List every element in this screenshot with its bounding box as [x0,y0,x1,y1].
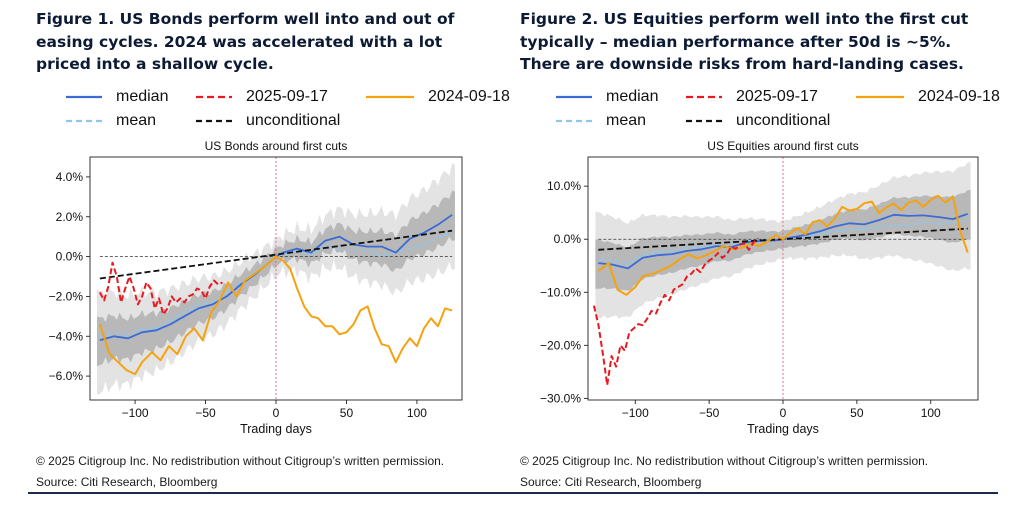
legend-2025: 2025-09-17 [686,88,818,106]
legend-2024: 2024-09-18 [856,88,1000,106]
x-tick-label: 50 [850,406,864,420]
chart-title: US Equities around first cuts [707,139,858,153]
legend-2025: 2025-09-17 [196,88,328,106]
legend-median: median [556,88,658,106]
legend-median-swatch [556,95,592,99]
y-tick-label: 2.0% [56,210,84,224]
x-tick-label: 0 [780,406,787,420]
figure-2-credits: © 2025 Citigroup Inc. No redistribution … [520,451,928,493]
series-unconditional-line [99,229,453,280]
y-tick-label: −10.0% [540,285,581,299]
legend-2025-swatch [196,95,232,99]
y-tick-label: −20.0% [540,338,581,352]
legend-median: median [66,88,168,106]
y-tick-label: 4.0% [56,170,84,184]
legend-2025-label: 2025-09-17 [736,88,818,105]
figure-2-copyright: © 2025 Citigroup Inc. No redistribution … [520,454,929,468]
x-tick-label: −50 [195,406,216,420]
x-axis-label: Trading days [747,422,819,436]
y-tick-label: 0.0% [56,250,84,264]
legend-mean-label: mean [606,112,647,129]
x-tick-label: 100 [921,406,941,420]
legend-2024-label: 2024-09-18 [918,88,1000,105]
figure-1-source: Source: Citi Research, Bloomberg [36,475,218,489]
series-2025-09-17-line [99,261,223,316]
y-tick-label: −6.0% [49,369,84,383]
legend-median-swatch [66,95,102,99]
legend-median-label: median [606,88,659,105]
legend-unconditional-swatch [686,119,722,123]
chart-title: US Bonds around first cuts [205,139,348,153]
legend-2025-label: 2025-09-17 [246,88,328,105]
bottom-rule [28,492,998,494]
figure-1: Figure 1. US Bonds perform well into and… [0,0,510,515]
series-2024-09-18-line [98,255,453,376]
legend-unconditional: unconditional [686,112,830,130]
legend-mean: mean [556,112,646,130]
y-tick-label: 0.0% [554,232,582,246]
y-tick-label: −30.0% [540,391,581,405]
x-axis-label: Trading days [240,422,312,436]
y-tick-label: −2.0% [49,289,84,303]
legend-mean-label: mean [116,112,157,129]
figure-1-copyright: © 2025 Citigroup Inc. No redistribution … [36,454,445,468]
x-tick-label: 100 [407,406,427,420]
x-tick-label: −50 [699,406,720,420]
series-2025-09-17-line [592,237,759,387]
legend-unconditional: unconditional [196,112,340,130]
y-tick-label: 10.0% [547,179,581,193]
legend-2024-label: 2024-09-18 [428,88,510,105]
x-tick-label: 0 [273,406,280,420]
x-tick-label: −100 [622,406,649,420]
legend-2024: 2024-09-18 [366,88,510,106]
legend-mean: mean [66,112,156,130]
legend-2024-swatch [856,95,904,99]
legend-unconditional-label: unconditional [246,112,341,129]
x-tick-label: −100 [122,406,149,420]
inner-range-band [595,189,971,291]
figure-2-legend: median 2025-09-17 2024-09-18 mean uncond… [556,88,1016,136]
y-tick-label: −4.0% [49,329,84,343]
series-2024-09-18-line [597,194,969,296]
figure-1-legend: median 2025-09-17 2024-09-18 mean uncond… [66,88,510,136]
legend-unconditional-swatch [196,119,232,123]
legend-median-label: median [116,88,169,105]
figure-1-title: Figure 1. US Bonds perform well into and… [36,10,455,73]
legend-mean-swatch [556,119,592,123]
figure-2: Figure 2. US Equities perform well into … [512,0,1012,515]
inner-range-band [97,190,455,366]
legend-2024-swatch [366,95,414,99]
equities-chart: US Equities around first cuts 10.0% 0.0% −1… [540,139,979,436]
figure-2-title: Figure 2. US Equities perform well into … [520,10,969,73]
figure-2-source: Source: Citi Research, Bloomberg [520,475,702,489]
x-tick-label: 50 [340,406,354,420]
legend-mean-swatch [66,119,102,123]
figure-1-credits: © 2025 Citigroup Inc. No redistribution … [36,451,444,493]
legend-unconditional-label: unconditional [736,112,831,129]
bonds-chart: US Bonds around first cuts 4.0% 2.0% 0.0% −2… [49,139,463,436]
legend-2025-swatch [686,95,722,99]
